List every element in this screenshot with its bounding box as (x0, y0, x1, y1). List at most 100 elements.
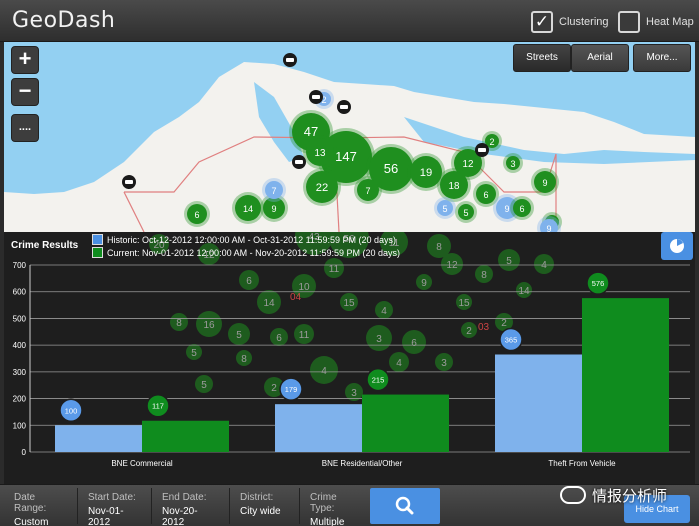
cluster-count: 9 (546, 224, 551, 232)
filter-label: End Date: (162, 492, 207, 503)
legend-swatch-historic (92, 234, 103, 245)
crime-cluster (195, 375, 213, 393)
crime-cluster[interactable] (513, 199, 531, 217)
filter-label: Start Date: (88, 492, 136, 503)
crime-cluster[interactable] (235, 195, 261, 221)
map-type-more[interactable]: More... (633, 44, 691, 72)
crime-cluster[interactable] (306, 138, 334, 166)
cluster-count: 5 (463, 208, 468, 218)
map-type-aerial[interactable]: Aerial (571, 44, 629, 72)
bar-value-badge (279, 377, 303, 401)
pie-chart-button[interactable] (661, 232, 693, 260)
cluster-count: 9 (271, 204, 276, 214)
map-type-streets[interactable]: Streets (513, 44, 571, 72)
cluster-count: 9 (421, 278, 427, 289)
x-category-label: Theft From Vehicle (548, 459, 616, 468)
y-tick-label: 500 (13, 314, 27, 323)
crime-cluster[interactable] (454, 149, 482, 177)
bar-value-badge (59, 398, 83, 423)
cluster-count: 8 (241, 354, 247, 365)
cluster-count: 14 (243, 204, 253, 214)
bar-value-badge (499, 327, 523, 352)
y-tick-label: 100 (13, 421, 27, 430)
crime-map[interactable]: 4714713561912227181497669965423529 + − .… (4, 42, 695, 232)
cluster-count: 22 (316, 182, 328, 194)
filter-date-range[interactable]: Date Range: Custom (4, 488, 78, 526)
bar-current[interactable] (362, 394, 449, 452)
legend-historic-text: Historic: Oct-12-2012 12:00:00 AM - Oct-… (107, 234, 396, 245)
crime-cluster (366, 325, 392, 351)
crime-cluster (389, 352, 409, 372)
crime-cluster[interactable] (410, 156, 442, 188)
water-area (4, 42, 695, 194)
crime-cluster[interactable] (437, 200, 453, 216)
bar-historic[interactable] (495, 354, 582, 452)
crime-cluster[interactable] (540, 219, 558, 232)
crime-cluster[interactable] (496, 197, 518, 219)
district-border (123, 191, 145, 232)
car-icon (295, 160, 303, 164)
cluster-count: 5 (506, 256, 512, 267)
crime-cluster[interactable] (440, 171, 468, 199)
bar-historic[interactable] (55, 425, 142, 452)
heatmap-checkbox[interactable] (618, 11, 640, 33)
y-tick-label: 200 (13, 395, 27, 404)
map-canvas[interactable]: 4714713561912227181497669965423529 (4, 42, 695, 232)
crime-cluster[interactable] (320, 131, 372, 183)
crime-cluster (498, 249, 520, 271)
crime-cluster[interactable] (369, 147, 413, 191)
crime-cluster (228, 323, 250, 345)
cluster-count: 11 (329, 264, 340, 275)
crime-cluster[interactable] (458, 204, 474, 220)
crime-cluster[interactable] (357, 179, 379, 201)
crime-cluster (270, 328, 288, 346)
clustering-checkbox[interactable]: ✓ (531, 11, 553, 33)
crime-cluster (329, 232, 369, 258)
bar-value-label: 215 (372, 376, 385, 385)
district-label: 03 (478, 322, 490, 333)
cluster-count: 6 (194, 210, 199, 220)
crime-cluster (170, 313, 188, 331)
cluster-count: 15 (343, 298, 355, 309)
heatmap-label: Heat Map (646, 16, 694, 28)
legend-current: Current: Nov-01-2012 12:00:00 AM - Nov-2… (92, 247, 400, 258)
crime-cluster[interactable] (534, 171, 556, 193)
crime-cluster[interactable] (263, 197, 285, 219)
x-category-label: BNE Commercial (111, 459, 173, 468)
cluster-count: 19 (420, 167, 432, 179)
crime-cluster[interactable] (265, 181, 283, 199)
search-icon (395, 496, 414, 515)
search-button[interactable] (370, 488, 440, 524)
cluster-count: 9 (542, 178, 547, 188)
cluster-count: 8 (481, 270, 487, 281)
filter-start-date[interactable]: Start Date: Nov-01-2012 (78, 488, 152, 526)
bar-value-label: 179 (285, 385, 298, 394)
crime-cluster[interactable] (187, 204, 207, 224)
cluster-count: 3 (351, 388, 357, 399)
crime-cluster[interactable] (485, 134, 499, 148)
bar-value-badge (146, 393, 170, 418)
filter-district[interactable]: District: City wide (230, 488, 300, 524)
bar-historic[interactable] (275, 404, 362, 452)
cluster-count: 16 (203, 320, 215, 331)
crime-cluster[interactable] (476, 184, 496, 204)
filter-end-date[interactable]: End Date: Nov-20-2012 (152, 488, 230, 526)
crime-cluster (236, 350, 252, 366)
filter-crime-type[interactable]: Crime Type: Multiple (300, 488, 370, 526)
cluster-count: 14 (263, 298, 275, 309)
zoom-in-button[interactable]: + (11, 46, 39, 74)
filter-value: City wide (240, 506, 281, 517)
bar-current[interactable] (582, 298, 669, 452)
crime-cluster (310, 356, 338, 384)
bar-current[interactable] (142, 420, 229, 452)
measure-button[interactable]: .... (11, 114, 39, 142)
water-area (254, 82, 304, 162)
filter-value: Multiple (310, 517, 345, 526)
crime-cluster[interactable] (306, 171, 338, 203)
crime-cluster (257, 290, 281, 314)
cluster-count: 9 (504, 204, 509, 214)
crime-cluster[interactable] (506, 156, 520, 170)
hide-chart-button[interactable]: Hide Chart (624, 495, 690, 523)
zoom-out-button[interactable]: − (11, 78, 39, 106)
cluster-count: 7 (271, 186, 276, 196)
